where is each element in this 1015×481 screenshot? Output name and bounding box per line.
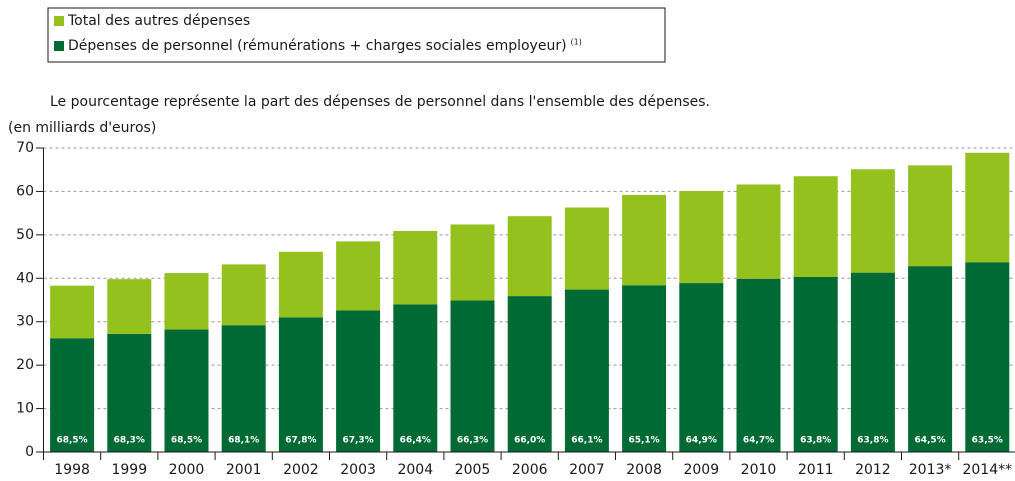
bar-segment (793, 276, 838, 452)
bar-segment (507, 216, 552, 297)
bar-segment (50, 338, 95, 452)
share-label: 68,1% (228, 436, 259, 446)
bar-segment (850, 272, 895, 452)
x-tick-label: 2011 (798, 462, 834, 478)
x-tick-label: 2012 (855, 462, 891, 478)
y-tick-label: 40 (16, 270, 34, 286)
bar-segment (393, 230, 438, 305)
share-label: 64,9% (686, 436, 717, 446)
y-tick-label: 60 (16, 183, 34, 199)
bar-segment (278, 251, 323, 318)
x-tick-label: 2010 (741, 462, 777, 478)
bar-segment (850, 169, 895, 273)
x-tick-label: 2006 (512, 462, 548, 478)
legend-label: Total des autres dépenses (67, 13, 250, 29)
x-tick-label: 2005 (455, 462, 491, 478)
x-tick-label: 2007 (569, 462, 605, 478)
bar-segment (622, 285, 667, 452)
bar-segment (221, 264, 266, 326)
x-tick-label: 2004 (397, 462, 433, 478)
y-tick-label: 20 (16, 357, 34, 373)
x-tick-label: 2001 (226, 462, 262, 478)
bar-segment (507, 296, 552, 452)
share-label: 66,1% (571, 436, 602, 446)
legend-swatch (54, 16, 64, 26)
share-label: 68,3% (114, 436, 145, 446)
bar-segment (164, 273, 209, 330)
bar-segment (679, 283, 724, 452)
share-label: 64,7% (743, 436, 774, 446)
x-tick-label: 2008 (626, 462, 662, 478)
bar-segment (221, 325, 266, 452)
legend-box (47, 7, 666, 63)
share-label: 66,4% (400, 436, 431, 446)
share-label: 63,8% (800, 436, 831, 446)
share-label: 64,5% (914, 436, 945, 446)
bar-segment (965, 262, 1010, 452)
share-label: 63,5% (972, 436, 1003, 446)
x-tick-label: 1999 (111, 462, 147, 478)
x-tick-label: 2000 (169, 462, 205, 478)
bar-segment (278, 317, 323, 452)
share-label: 66,0% (514, 436, 545, 446)
legend-label: Dépenses de personnel (rémunérations + c… (68, 38, 567, 54)
share-label: 67,8% (285, 436, 316, 446)
x-tick-label: 2013* (909, 462, 952, 478)
bar-segment (564, 289, 609, 452)
bar-segment (736, 278, 781, 452)
bar-segment (336, 241, 381, 311)
legend-swatch (54, 41, 64, 51)
bar-segment (908, 165, 953, 267)
x-tick-label: 1998 (54, 462, 90, 478)
bar-segment (107, 333, 152, 452)
bar-segment (736, 184, 781, 279)
share-label: 67,3% (342, 436, 373, 446)
y-axis-label: (en milliards d'euros) (8, 120, 156, 136)
y-tick-label: 0 (25, 444, 34, 460)
y-tick-label: 10 (16, 401, 34, 417)
y-tick-label: 30 (16, 314, 34, 330)
bar-segment (793, 176, 838, 277)
bar-segment (679, 190, 724, 284)
subtitle: Le pourcentage représente la part des dé… (50, 94, 710, 110)
bar-segment (107, 279, 152, 334)
bar-segment (965, 152, 1010, 263)
share-label: 63,8% (857, 436, 888, 446)
share-label: 66,3% (457, 436, 488, 446)
bar-segment (622, 194, 667, 286)
bar-segment (393, 304, 438, 452)
bar-segment (450, 224, 495, 301)
share-label: 68,5% (56, 436, 87, 446)
bar-segment (50, 285, 95, 339)
x-tick-label: 2014** (962, 462, 1012, 478)
bar-segment (336, 310, 381, 452)
x-tick-label: 2009 (683, 462, 719, 478)
x-tick-label: 2002 (283, 462, 319, 478)
x-tick-label: 2003 (340, 462, 376, 478)
y-tick-label: 50 (16, 227, 34, 243)
share-label: 65,1% (628, 436, 659, 446)
bar-segment (450, 300, 495, 452)
bar-segment (564, 207, 609, 290)
share-label: 68,5% (171, 436, 202, 446)
bar-segment (164, 329, 209, 452)
y-tick-label: 70 (16, 140, 34, 156)
legend-note: (1) (571, 38, 582, 47)
bar-segment (908, 266, 953, 452)
